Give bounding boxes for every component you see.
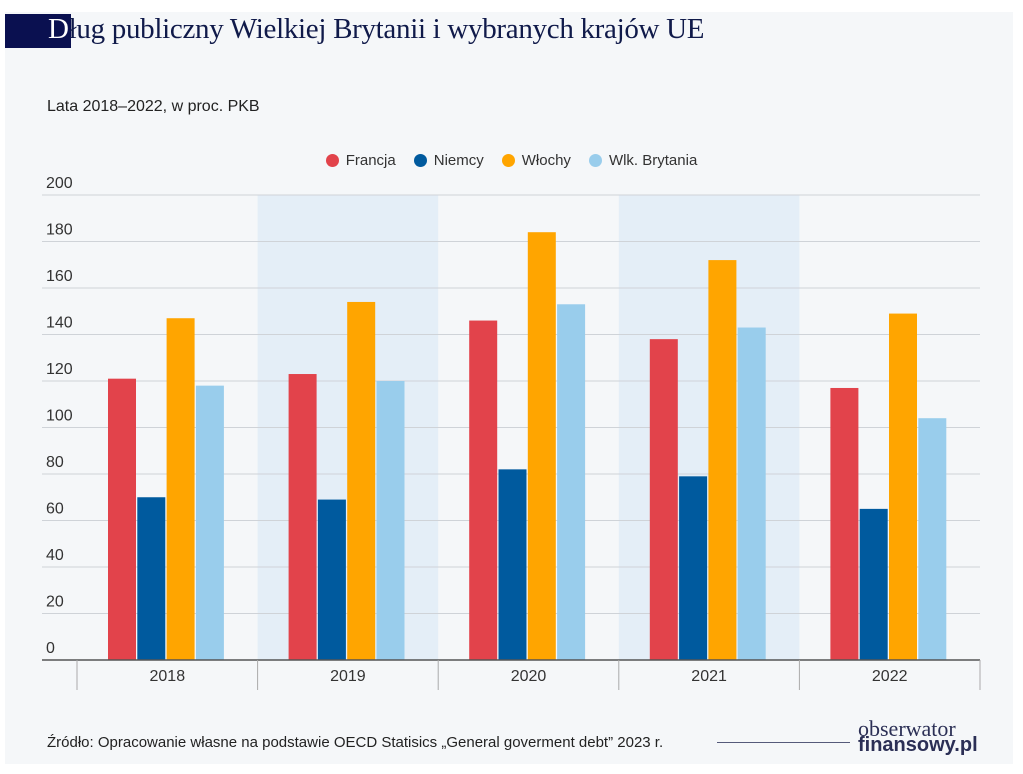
y-tick-label: 200 — [46, 175, 73, 192]
bar-w-ochy-2020 — [527, 232, 556, 660]
bar-w-ochy-2019 — [347, 301, 376, 660]
y-tick-label: 120 — [46, 361, 73, 378]
bar-niemcy-2020 — [498, 469, 527, 660]
title-rest: ług publiczny Wielkiej Brytanii i wybran… — [68, 13, 705, 45]
bar-francja-2018 — [108, 378, 136, 660]
bar-wlk-brytania-2019 — [376, 381, 405, 660]
x-tick-label: 2019 — [330, 668, 366, 685]
legend-item: Niemcy — [413, 152, 484, 169]
legend-label: Francja — [345, 152, 396, 169]
legend-marker — [588, 154, 602, 167]
source-divider — [717, 742, 850, 743]
legend-label: Niemcy — [433, 152, 484, 169]
legend-item: Francja — [325, 152, 396, 169]
title-first-letter: D — [48, 13, 69, 45]
bar-wlk-brytania-2022 — [918, 418, 947, 660]
y-tick-label: 100 — [46, 408, 73, 425]
logo-line2: finansowy.pl — [858, 734, 978, 756]
bar-francja-2021 — [649, 339, 678, 660]
y-tick-label: 180 — [46, 222, 73, 239]
bar-wlk-brytania-2021 — [737, 327, 766, 660]
bar-francja-2019 — [288, 374, 317, 660]
y-tick-label: 160 — [46, 268, 73, 285]
logo-line1: obserwator — [858, 716, 956, 741]
bar-niemcy-2018 — [137, 497, 166, 660]
x-tick-label: 2018 — [150, 668, 186, 685]
bar-w-ochy-2022 — [889, 313, 917, 660]
legend-marker — [325, 154, 339, 167]
bar-francja-2022 — [830, 387, 859, 660]
legend-item: Włochy — [501, 152, 571, 169]
bar-w-ochy-2018 — [166, 318, 195, 660]
y-tick-label: 80 — [46, 454, 64, 471]
bar-niemcy-2021 — [679, 476, 708, 660]
y-tick-label: 140 — [46, 315, 73, 332]
legend-label: Wlk. Brytania — [608, 152, 698, 169]
y-tick-label: 60 — [46, 501, 64, 518]
y-tick-label: 20 — [46, 594, 64, 611]
source-note: Źródło: Opracowanie własne na podstawie … — [47, 734, 664, 751]
legend-marker — [501, 154, 515, 167]
bar-niemcy-2019 — [317, 499, 346, 660]
legend-marker — [413, 154, 427, 167]
chart-title: Dług publiczny Wielkiej Brytanii i wybra… — [48, 13, 705, 46]
x-tick-label: 2020 — [511, 668, 547, 685]
legend-label: Włochy — [521, 152, 571, 169]
y-tick-label: 40 — [46, 547, 64, 564]
bar-wlk-brytania-2020 — [557, 304, 586, 660]
title-accent — [5, 14, 71, 48]
y-tick-label: 0 — [46, 640, 55, 657]
x-tick-label: 2022 — [872, 668, 908, 685]
bar-francja-2020 — [469, 320, 498, 660]
logo: obserwator finansowy.pl — [858, 716, 978, 756]
legend-item: Wlk. Brytania — [588, 152, 698, 169]
bar-wlk-brytania-2018 — [195, 385, 224, 660]
chart-subtitle: Lata 2018–2022, w proc. PKB — [47, 98, 260, 115]
bar-w-ochy-2021 — [708, 260, 737, 660]
legend: Francja Niemcy Włochy Wlk. Brytania — [0, 152, 1023, 169]
bar-niemcy-2022 — [859, 508, 888, 660]
x-tick-label: 2021 — [691, 668, 727, 685]
